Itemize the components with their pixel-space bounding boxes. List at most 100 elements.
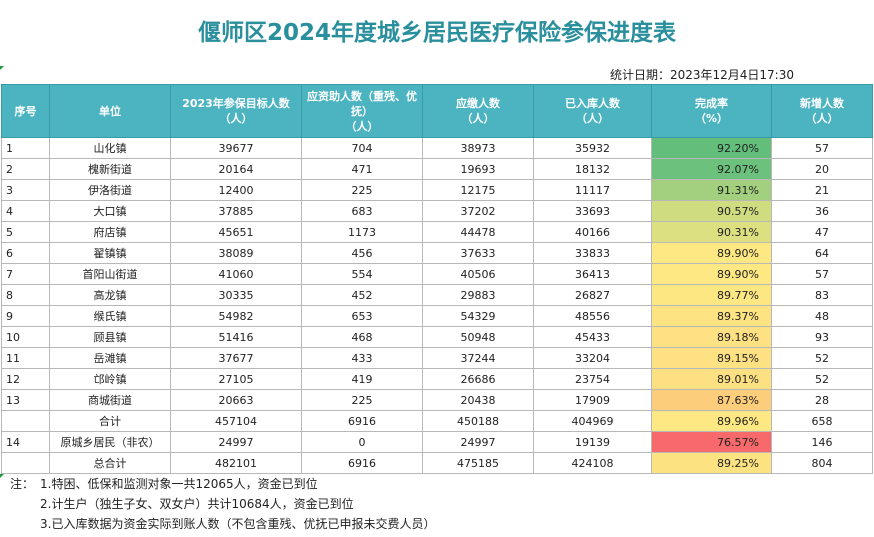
cell-aid: 433 [301,347,423,369]
table-row: 7 首阳山街道 41060 554 40506 36413 89.90% 57 [1,263,873,285]
cell-rate: 89.18% [651,326,772,348]
cell-index: 12 [1,368,50,390]
cell-target: 30335 [170,284,302,306]
cell-unit: 山化镇 [49,137,171,159]
stat-date: 统计日期：2023年12月4日17:30 [609,68,794,82]
cell-unit: 顾县镇 [49,326,171,348]
cell-rate: 92.20% [651,137,772,159]
cell-aid: 554 [301,263,423,285]
cell-due: 54329 [422,305,534,327]
header-index: 序号 [1,84,50,138]
cell-rate: 76.57% [651,431,772,453]
cell-new: 21 [771,179,873,201]
note-2: 2.计生户（独生子女、双女户）共计10684人，资金已到位 [40,497,354,511]
header-stored: 已入库人数 （人） [533,84,652,138]
cell-rate: 87.63% [651,389,772,411]
cell-stored: 36413 [533,263,652,285]
cell-unit: 槐新街道 [49,158,171,180]
notes: 注： 1.特困、低保和监测对象一共12065人，资金已到位 2.计生户（独生子女、… [0,474,874,534]
cell-new: 83 [771,284,873,306]
table-row: 总合计 482101 6916 475185 424108 89.25% 804 [1,452,873,474]
cell-unit: 高龙镇 [49,284,171,306]
cell-rate: 89.37% [651,305,772,327]
cell-index: 2 [1,158,50,180]
table-row: 4 大口镇 37885 683 37202 33693 90.57% 36 [1,200,873,222]
cell-target: 24997 [170,431,302,453]
cell-stored: 404969 [533,410,652,432]
note-lead: 注： [10,477,35,491]
cell-stored: 48556 [533,305,652,327]
cell-due: 26686 [422,368,534,390]
table-row: 8 高龙镇 30335 452 29883 26827 89.77% 83 [1,284,873,306]
cell-stored: 424108 [533,452,652,474]
cell-new: 146 [771,431,873,453]
header-rate: 完成率 （%） [651,84,772,138]
table-row: 1 山化镇 39677 704 38973 35932 92.20% 57 [1,137,873,159]
cell-rate: 89.77% [651,284,772,306]
cell-rate: 89.25% [651,452,772,474]
cell-due: 50948 [422,326,534,348]
page-title: 偃师区2024年度城乡居民医疗保险参保进度表 [197,20,676,46]
progress-table: 序号 单位 2023年参保目标人数 （人） 应资助人数（重残、优抚） （人） 应缴人数 … [1,84,873,474]
cell-aid: 419 [301,368,423,390]
cell-stored: 33833 [533,242,652,264]
cell-unit: 原城乡居民（非农） [49,431,171,453]
cell-unit: 大口镇 [49,200,171,222]
cell-new: 28 [771,389,873,411]
table-header: 序号 单位 2023年参保目标人数 （人） 应资助人数（重残、优抚） （人） 应缴人数 … [1,84,873,138]
cell-target: 54982 [170,305,302,327]
cell-rate: 90.31% [651,221,772,243]
cell-rate: 89.90% [651,242,772,264]
cell-target: 482101 [170,452,302,474]
cell-unit: 缑氏镇 [49,305,171,327]
cell-new: 36 [771,200,873,222]
cell-due: 37244 [422,347,534,369]
cell-rate: 89.01% [651,368,772,390]
cell-index: 6 [1,242,50,264]
note-row: 2.计生户（独生子女、双女户）共计10684人，资金已到位 [0,494,874,514]
header-aid: 应资助人数（重残、优抚） （人） [301,84,423,138]
cell-unit: 总合计 [49,452,171,474]
cell-due: 40506 [422,263,534,285]
cell-index: 8 [1,284,50,306]
header-new: 新增人数 （人） [771,84,873,138]
cell-unit: 翟镇镇 [49,242,171,264]
cell-rate: 89.15% [651,347,772,369]
cell-index: 3 [1,179,50,201]
cell-new: 52 [771,368,873,390]
cell-due: 44478 [422,221,534,243]
cell-due: 450188 [422,410,534,432]
cell-unit: 合计 [49,410,171,432]
cell-index: 10 [1,326,50,348]
cell-target: 20663 [170,389,302,411]
cell-stored: 33693 [533,200,652,222]
cell-due: 19693 [422,158,534,180]
cell-rate: 90.57% [651,200,772,222]
cell-rate: 89.96% [651,410,772,432]
table-row: 9 缑氏镇 54982 653 54329 48556 89.37% 48 [1,305,873,327]
cell-index: 13 [1,389,50,411]
cell-due: 20438 [422,389,534,411]
cell-index [1,452,50,474]
cell-due: 12175 [422,179,534,201]
cell-aid: 225 [301,389,423,411]
cell-target: 37885 [170,200,302,222]
note-3: 3.已入库数据为资金实际到账人数（不包含重残、优抚已申报未交费人员） [40,517,436,531]
cell-unit: 伊洛街道 [49,179,171,201]
cell-stored: 40166 [533,221,652,243]
note-row: 注： 1.特困、低保和监测对象一共12065人，资金已到位 [0,474,874,494]
cell-aid: 0 [301,431,423,453]
cell-stored: 18132 [533,158,652,180]
header-due: 应缴人数 （人） [422,84,534,138]
cell-aid: 704 [301,137,423,159]
cell-stored: 19139 [533,431,652,453]
cell-aid: 468 [301,326,423,348]
cell-index: 4 [1,200,50,222]
cell-due: 37202 [422,200,534,222]
table-row: 11 岳滩镇 37677 433 37244 33204 89.15% 52 [1,347,873,369]
table-body: 1 山化镇 39677 704 38973 35932 92.20% 57 2 槐新街道 20164… [1,137,873,474]
table-row: 2 槐新街道 20164 471 19693 18132 92.07% 20 [1,158,873,180]
cell-aid: 6916 [301,452,423,474]
cell-target: 39677 [170,137,302,159]
cell-stored: 33204 [533,347,652,369]
